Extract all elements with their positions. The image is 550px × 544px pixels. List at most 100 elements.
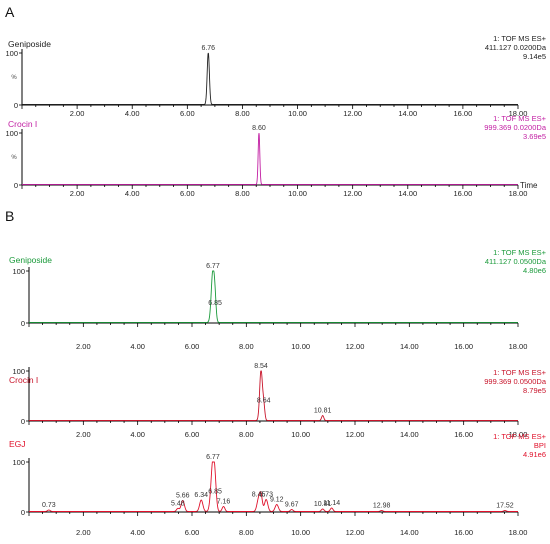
x-tick-label: 12.00	[346, 528, 365, 537]
x-tick-label: 10.00	[288, 109, 307, 118]
x-tick-label: 16.00	[454, 430, 473, 439]
x-tick-label: 10.00	[291, 430, 310, 439]
chromatogram-3: 2.00 4.00 6.00 8.00 10.00 12.00 14.00 16.00 18.0…	[9, 248, 547, 351]
peak-label: 6.85	[208, 300, 222, 307]
x-tick-label: 14.00	[398, 189, 417, 198]
x-tick-label: 8.00	[239, 342, 254, 351]
y-tick-label: 0	[21, 417, 25, 426]
x-tick-label: 12.00	[346, 342, 365, 351]
x-tick-label: 14.00	[400, 430, 419, 439]
x-tick-label: 18.00	[509, 109, 528, 118]
peak-label: 9.67	[285, 502, 299, 509]
x-tick-label: 2.00	[76, 342, 91, 351]
peak-label: 8.60	[252, 125, 266, 132]
trace-info-line: 1: TOF MS ES+	[493, 432, 546, 441]
x-tick-label: 4.00	[130, 430, 145, 439]
trace-info-line: 9.14e5	[523, 52, 546, 61]
x-tick-label: 8.00	[235, 189, 250, 198]
peak-label: 6.77	[206, 454, 220, 461]
peak-label: 5.66	[176, 493, 190, 500]
peak-label: 17.52	[496, 503, 514, 510]
peak-label: 10.81	[314, 501, 332, 508]
y-tick-label: 0	[14, 101, 18, 110]
chromatogram-4: 2.00 4.00 6.00 8.00 10.00 12.00 14.00 16.00 18.0…	[9, 363, 547, 439]
x-tick-label: 16.00	[454, 342, 473, 351]
series-title: Geniposide	[8, 39, 51, 49]
x-tick-label: 8.00	[239, 430, 254, 439]
x-tick-label: 14.00	[400, 342, 419, 351]
chromatogram-5: 2.00 4.00 6.00 8.00 10.00 12.00 14.00 16.00 18.0…	[9, 432, 547, 537]
x-tick-label: 14.00	[398, 109, 417, 118]
chromatogram-trace	[22, 52, 518, 105]
peak-label: 8.73	[259, 492, 273, 499]
y-tick-label: 100	[5, 129, 18, 138]
x-tick-label: 16.00	[454, 528, 473, 537]
trace-info-line: BPI	[534, 441, 546, 450]
chromatogram-1: 2.00 4.00 6.00 8.00 10.00 12.00 14.00 16.00 18.0…	[5, 34, 546, 118]
x-tick-label: 4.00	[130, 528, 145, 537]
peak-label: 6.77	[206, 263, 220, 270]
y-tick-label: 100	[12, 267, 25, 276]
trace-info-line: 1: TOF MS ES+	[493, 368, 546, 377]
trace-info-line: 411.127 0.0200Da	[485, 43, 547, 52]
x-tick-label: 18.00	[509, 189, 528, 198]
peak-label: 6.85	[208, 489, 222, 496]
x-tick-label: 10.00	[291, 528, 310, 537]
peak-label: 12.98	[373, 503, 391, 510]
peak-label: 5.48	[171, 501, 185, 508]
peak-label: 11.14	[323, 500, 340, 507]
x-tick-label: 12.00	[343, 189, 362, 198]
peak-label: 6.76	[201, 45, 215, 52]
x-tick-label: 8.00	[239, 528, 254, 537]
x-tick-label: 12.00	[343, 109, 362, 118]
peak-label: 7.16	[217, 499, 231, 506]
peak-label: 6.34	[194, 492, 208, 499]
peak-label: 8.45	[252, 492, 266, 499]
x-tick-label: 12.00	[346, 430, 365, 439]
x-tick-label: 10.00	[288, 189, 307, 198]
x-tick-label: 16.00	[453, 189, 472, 198]
y-tick-label: 100	[12, 458, 25, 467]
x-tick-label: 6.00	[185, 430, 200, 439]
y-tick-label: 0	[21, 319, 25, 328]
x-axis-label: Time	[520, 181, 538, 190]
x-tick-label: 8.00	[235, 109, 250, 118]
x-tick-label: 14.00	[400, 528, 419, 537]
peak-label: 10.81	[314, 408, 332, 415]
x-tick-label: 4.00	[125, 189, 140, 198]
trace-info-line: 411.127 0.0500Da	[485, 257, 547, 266]
x-tick-label: 18.00	[509, 342, 528, 351]
x-tick-label: 18.00	[509, 430, 528, 439]
trace-info-line: 4.80e6	[523, 266, 546, 275]
trace-info-line: 999.369 0.0500Da	[484, 377, 547, 386]
x-tick-label: 6.00	[180, 189, 195, 198]
trace-info-line: 1: TOF MS ES+	[493, 248, 546, 257]
peak-label: 8.64	[257, 398, 271, 405]
y-tick-label: 0	[14, 181, 18, 190]
series-title: Geniposide	[9, 255, 52, 265]
x-tick-label: 4.00	[125, 109, 140, 118]
x-tick-label: 2.00	[70, 109, 85, 118]
trace-info-line: 1: TOF MS ES+	[493, 34, 546, 43]
x-tick-label: 2.00	[76, 430, 91, 439]
y-tick-label: 0	[21, 508, 25, 517]
panel-label-a: A	[5, 4, 15, 20]
chromatogram-trace	[22, 132, 518, 185]
series-title: EGJ	[9, 439, 26, 449]
x-tick-label: 2.00	[76, 528, 91, 537]
x-tick-label: 10.00	[291, 342, 310, 351]
peak-label: 9.12	[270, 497, 284, 504]
peak-label: 8.54	[254, 363, 268, 370]
x-tick-label: 2.00	[70, 189, 85, 198]
y-axis-label: %	[11, 75, 17, 81]
series-title: Crocin I	[9, 375, 38, 385]
trace-info-line: 4.91e6	[523, 450, 546, 459]
x-tick-label: 6.00	[185, 342, 200, 351]
trace-info-line: 8.79e5	[523, 386, 546, 395]
chromatogram-trace	[29, 461, 518, 512]
y-tick-label: 100	[12, 367, 25, 376]
x-tick-label: 18.00	[509, 528, 528, 537]
trace-info-line: 3.69e5	[523, 132, 546, 141]
chromatogram-trace	[29, 370, 518, 421]
